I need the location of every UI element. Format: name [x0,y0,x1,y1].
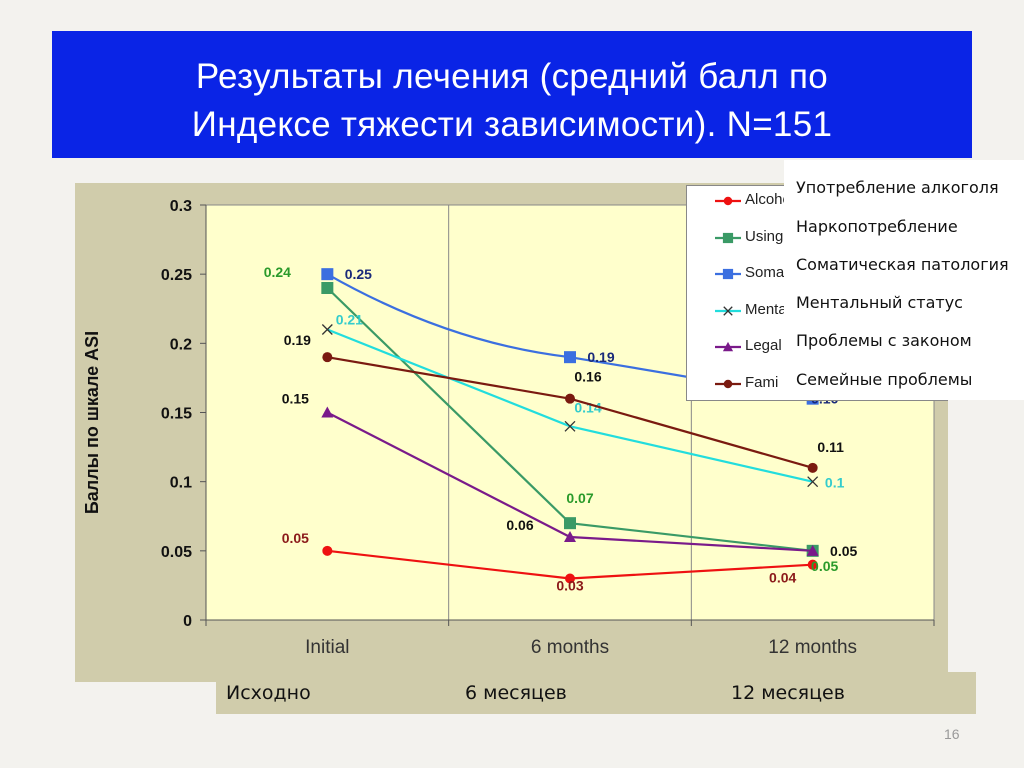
x-tick-label: Initial [305,637,349,658]
category-ru-6-months: 6 месяцев [465,682,567,704]
legend-swatch [715,196,741,206]
legend-ru-alcohol: Употребление алкоголя [796,178,999,197]
legend-label: Using [745,227,784,245]
y-tick-label: 0 [183,613,192,630]
data-point-legal [806,544,819,556]
y-tick-label: 0.3 [170,198,192,215]
data-label-menta: 0.21 [336,312,363,328]
data-label-fami: 0.19 [284,332,311,348]
data-label-using: 0.24 [264,264,291,280]
legend-swatch [715,341,741,352]
data-point-alcohol [565,573,575,584]
data-label-alcohol: 0.05 [282,530,309,546]
legend-entry: Soma [687,264,787,284]
legend-swatch-marker [723,196,733,206]
y-tick-label: 0.2 [170,336,192,353]
legend-ru-family: Семейные проблемы [796,370,973,389]
data-label-menta: 0.1 [825,475,845,491]
category-ru-12-months: 12 месяцев [731,682,845,704]
data-point-soma [321,268,334,281]
legend-label: Legal [745,337,782,354]
y-tick-label: 0.25 [161,267,192,284]
y-tick-label: 0.1 [170,475,192,492]
y-tick-label: 0.15 [161,406,192,423]
legend-swatch-marker [722,232,734,243]
data-label-alcohol: 0.03 [556,578,583,594]
legend-label: Fami [745,373,779,391]
legend-swatch-marker [722,341,734,352]
data-label-using: 0.07 [566,490,593,506]
data-point-using [321,282,334,294]
data-label-soma: 0.25 [345,266,372,282]
legend-entry: Using [687,228,787,248]
y-tick-label: 0.05 [161,544,192,561]
data-point-menta [321,324,333,335]
legend-entry: Legal [687,337,787,357]
legend-swatch-marker [723,379,733,388]
title-line-2: Индексе тяжести зависимости). N=151 [191,105,833,144]
data-label-soma: 0.19 [587,349,614,365]
legend-ru-mental: Ментальный статус [796,293,963,312]
legend-swatch [715,305,741,316]
title-line-1: Результаты лечения (средний балл по [195,57,829,96]
legend-entry: Alcohol [687,191,794,211]
x-tick-label: 6 months [531,637,609,658]
legend-swatch-marker [722,268,734,280]
data-label-alcohol: 0.04 [769,570,796,586]
data-point-fami [565,393,575,404]
data-point-alcohol [807,559,818,570]
legend-label: Alcohol [745,191,795,208]
data-point-fami [322,352,333,363]
data-point-alcohol [322,545,333,556]
data-label-fami: 0.16 [574,369,601,385]
data-point-fami [807,462,818,473]
data-point-menta [807,476,819,488]
legend-swatch [715,379,741,388]
data-label-using: 0.05 [811,558,838,574]
title-banner: Результаты лечения (средний балл по Инде… [52,31,972,158]
data-label-menta: 0.14 [574,399,601,415]
data-point-menta [564,420,576,432]
legend-swatch [715,232,741,243]
data-point-soma [564,351,576,364]
category-ru-initial: Исходно [226,682,311,704]
data-point-legal [321,406,334,418]
x-tick-label: 12 months [768,637,857,658]
data-point-using [564,517,576,530]
data-label-fami: 0.11 [817,439,844,455]
legend-label: Menta [745,300,787,318]
legend-label: Soma [745,264,785,281]
y-axis-title: Баллы по шкале ASI [82,331,102,514]
legend-swatch-marker [723,305,733,316]
legend-ru-somatic: Соматическая патология [796,255,1009,274]
legend-swatch [715,268,741,280]
data-label-legal: 0.06 [506,517,533,533]
legend-translation-panel: Употребление алкоголя Наркопотребление С… [784,160,1024,400]
data-label-legal: 0.05 [830,543,857,559]
slide-number: 16 [944,726,960,742]
data-label-legal: 0.15 [282,391,309,407]
data-point-legal [564,531,576,542]
legend-ru-legal: Проблемы с законом [796,331,972,350]
legend-entry: Menta [687,301,787,321]
legend-entry: Fami [687,374,787,394]
category-translation-bar: Исходно 6 месяцев 12 месяцев [216,672,976,714]
legend-ru-drugs: Наркопотребление [796,217,958,236]
